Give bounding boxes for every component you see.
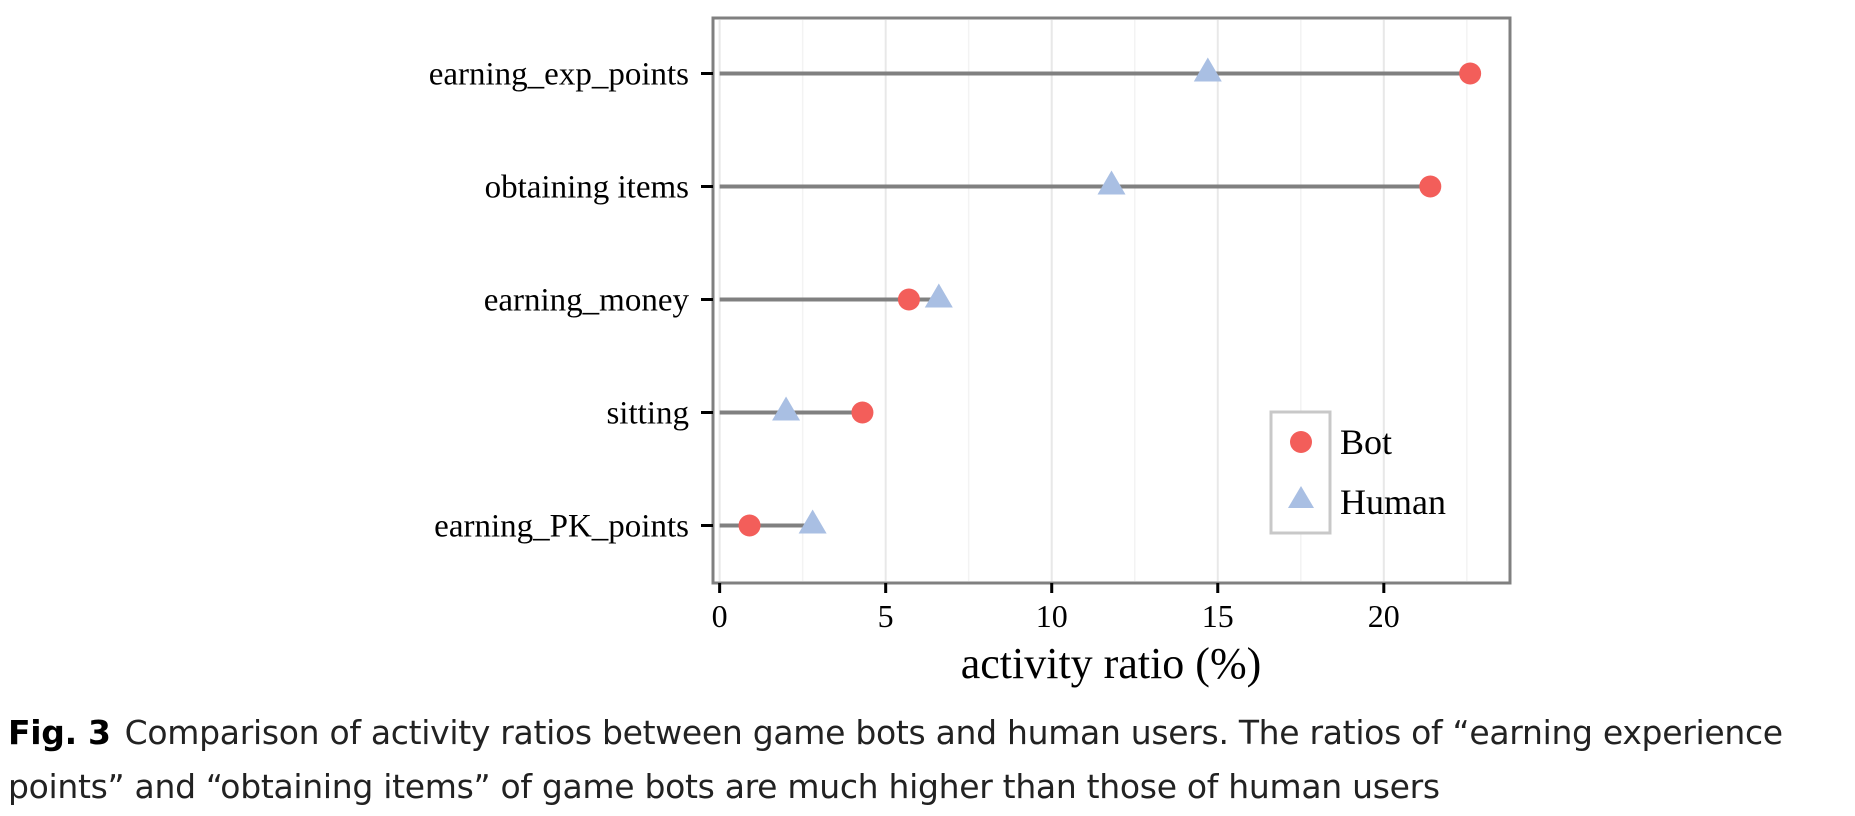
category-label: obtaining items (485, 170, 689, 206)
x-tick-label: 10 (1036, 598, 1068, 634)
bot-point (738, 514, 761, 537)
category-label: sitting (606, 396, 689, 432)
caption-text: Comparison of activity ratios between ga… (8, 713, 1783, 806)
x-tick-label: 20 (1368, 598, 1400, 634)
legend-box (1269, 410, 1332, 535)
legend-bot-label: Bot (1340, 422, 1392, 462)
x-tick-label: 5 (878, 598, 894, 634)
human-point (1097, 170, 1126, 195)
x-tick-label: 15 (1202, 598, 1234, 634)
x-tick-label: 0 (712, 598, 728, 634)
human-point (772, 396, 801, 421)
legend-bot-key (1290, 431, 1312, 453)
bot-point (897, 288, 920, 311)
bot-point (851, 401, 874, 424)
activity-ratio-chart: earning_exp_points obtaining items earning… (429, 16, 1512, 688)
category-label: earning_PK_points (434, 509, 689, 545)
human-point (924, 283, 953, 308)
category-label: earning_money (484, 283, 690, 319)
x-axis: 0 5 10 15 20 (712, 583, 1400, 634)
range-segments (719, 71, 1471, 528)
human-markers (772, 57, 1222, 534)
bot-markers (738, 62, 1482, 537)
y-axis: earning_exp_points obtaining items earning… (429, 57, 713, 545)
x-axis-title: activity ratio (%) (961, 639, 1262, 688)
bot-point (1459, 62, 1482, 85)
grid-lines (718, 20, 1468, 581)
figure-label: Fig. 3 (8, 713, 111, 752)
category-label: earning_exp_points (429, 57, 689, 93)
human-point (1193, 57, 1222, 82)
figure-caption: Fig. 3 Comparison of activity ratios betw… (8, 706, 1848, 814)
human-point (798, 509, 827, 534)
legend: Bot Human (1269, 410, 1446, 535)
legend-human-label: Human (1340, 482, 1446, 522)
bot-point (1419, 175, 1442, 198)
legend-human-key (1288, 486, 1314, 508)
